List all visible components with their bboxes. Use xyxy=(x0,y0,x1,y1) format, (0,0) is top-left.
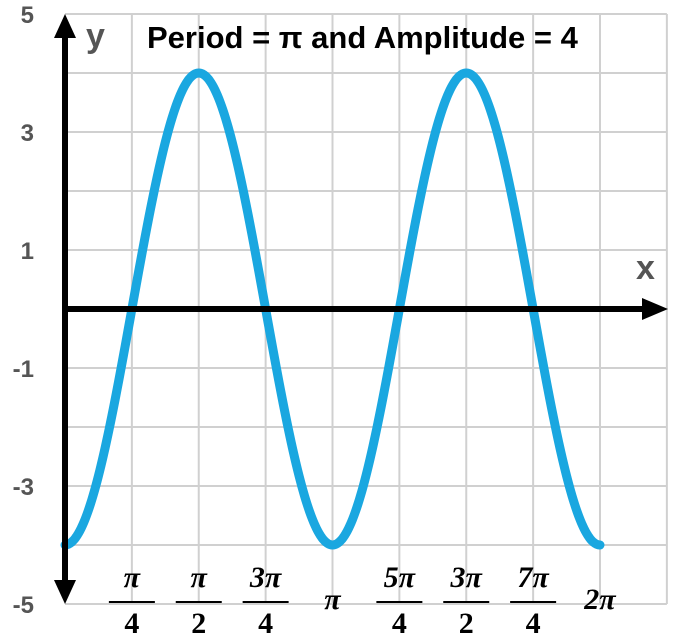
x-tick-numerator: 3π xyxy=(450,561,483,594)
y-tick-label: -3 xyxy=(13,474,34,501)
chart-title: Period = π and Amplitude = 4 xyxy=(147,20,579,55)
y-tick-label: 1 xyxy=(21,238,34,265)
x-tick-value: π xyxy=(324,583,341,616)
axes xyxy=(54,14,668,604)
x-tick-value: 2π xyxy=(583,583,616,616)
y-axis-label: y xyxy=(86,17,105,55)
x-tick-numerator: 7π xyxy=(517,561,549,594)
x-tick-label: 3π4 xyxy=(242,561,289,640)
x-axis-label: x xyxy=(636,249,655,287)
x-axis-arrow xyxy=(642,298,668,320)
y-axis-arrow-up xyxy=(54,14,76,38)
x-tick-label: 5π4 xyxy=(376,561,423,640)
x-tick-denominator: 2 xyxy=(191,607,206,640)
x-tick-denominator: 2 xyxy=(459,607,474,640)
x-tick-numerator: π xyxy=(124,561,141,594)
y-tick-label: -5 xyxy=(13,592,34,619)
x-tick-denominator: 4 xyxy=(124,607,139,640)
x-tick-label: π4 xyxy=(108,561,155,640)
y-tick-labels: 5 3 1 -1 -3 -5 xyxy=(13,2,34,619)
x-tick-numerator: π xyxy=(191,561,208,594)
x-tick-label: 2π xyxy=(583,583,616,616)
y-tick-label: -1 xyxy=(13,356,34,383)
x-tick-label: 3π2 xyxy=(443,561,490,640)
x-tick-denominator: 4 xyxy=(392,607,407,640)
y-tick-label: 5 xyxy=(21,2,34,29)
x-tick-label: π xyxy=(324,583,341,616)
x-tick-numerator: 5π xyxy=(384,561,416,594)
y-axis-arrow-down xyxy=(54,580,76,604)
y-tick-label: 3 xyxy=(21,120,34,147)
x-tick-denominator: 4 xyxy=(526,607,541,640)
gridlines xyxy=(65,13,668,605)
x-tick-label: 7π4 xyxy=(510,561,557,640)
x-tick-label: π2 xyxy=(175,561,222,640)
x-tick-denominator: 4 xyxy=(258,607,273,640)
x-tick-numerator: 3π xyxy=(249,561,282,594)
